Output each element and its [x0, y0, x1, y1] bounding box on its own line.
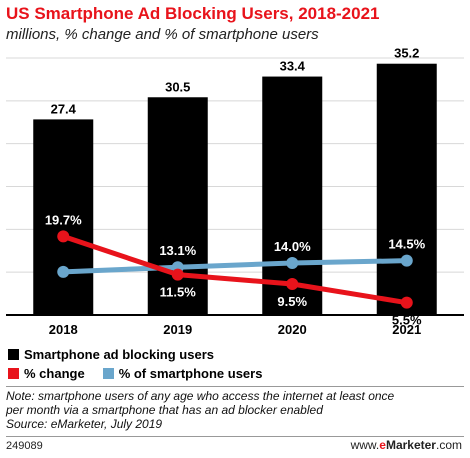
- bar-2020: [262, 76, 323, 315]
- change-line: [60, 233, 410, 306]
- x-tick-label-2018: 2018: [49, 322, 78, 337]
- change-point-2021: [400, 296, 413, 309]
- bar-label-2018: 27.4: [51, 101, 77, 116]
- change-label-2021: 5.5%: [392, 313, 422, 328]
- note-line-1: Note: smartphone users of any age who ac…: [6, 389, 395, 403]
- chart-area: 27.4 30.5 33.4 35.2 12.1% 13.1% 14.0% 14.5% 19.7…: [6, 46, 464, 337]
- share-line: [60, 258, 410, 275]
- legend-row-2: % change % of smartphone users: [8, 364, 262, 383]
- note-source: Source: eMarketer, July 2019: [6, 417, 163, 431]
- brand-suffix: .com: [435, 438, 462, 452]
- share-point-2020: [286, 257, 299, 269]
- bar-label-2019: 30.5: [165, 79, 190, 94]
- x-tick-label-2019: 2019: [163, 322, 192, 337]
- share-label-2021: 14.5%: [388, 237, 425, 252]
- share-label-2020: 14.0%: [274, 239, 311, 254]
- share-label-2018: 12.1%: [45, 282, 82, 297]
- change-label-2018: 19.7%: [45, 212, 82, 227]
- legend-label-change: % change: [24, 366, 85, 381]
- bar-2018: [33, 119, 94, 316]
- bar-2019: [147, 97, 208, 315]
- brand-link[interactable]: www.eMarketer.com: [351, 438, 462, 452]
- change-point-2018: [57, 230, 70, 243]
- note-line-2: per month via a smartphone that has an a…: [6, 403, 323, 417]
- x-tick-label-2021: 2021: [392, 322, 421, 337]
- brand-e: e: [379, 438, 386, 452]
- bar-label-2021: 35.2: [394, 46, 419, 61]
- legend-label-share: % of smartphone users: [118, 366, 263, 381]
- share-label-2019: 13.1%: [159, 243, 196, 258]
- legend-row-1: Smartphone ad blocking users: [8, 345, 262, 364]
- chart-note: Note: smartphone users of any age who ac…: [6, 389, 466, 431]
- legend-swatch-bar: [8, 349, 19, 360]
- note-divider: [6, 386, 464, 387]
- change-label-2019: 11.5%: [160, 285, 197, 300]
- chart-id: 249089: [6, 440, 43, 452]
- brand-name: Marketer: [385, 438, 436, 452]
- legend-label-bar: Smartphone ad blocking users: [24, 347, 214, 362]
- legend-swatch-share: [102, 368, 114, 379]
- chart-subtitle: millions, % change and % of smartphone u…: [6, 26, 319, 43]
- change-point-2019: [171, 268, 184, 281]
- footer-divider: [6, 436, 464, 437]
- chart-title: US Smartphone Ad Blocking Users, 2018-20…: [6, 4, 380, 23]
- share-point-2021: [400, 254, 413, 267]
- legend-swatch-change: [8, 368, 19, 379]
- legend: Smartphone ad blocking users % change % …: [8, 345, 262, 383]
- x-tick-label-2020: 2020: [278, 322, 307, 337]
- brand-prefix: www.: [350, 438, 380, 452]
- share-point-2018: [57, 265, 70, 278]
- bar-label-2020: 33.4: [280, 59, 306, 74]
- bar-2021: [376, 63, 437, 315]
- change-label-2020: 9.5%: [277, 294, 307, 309]
- change-point-2020: [286, 278, 299, 290]
